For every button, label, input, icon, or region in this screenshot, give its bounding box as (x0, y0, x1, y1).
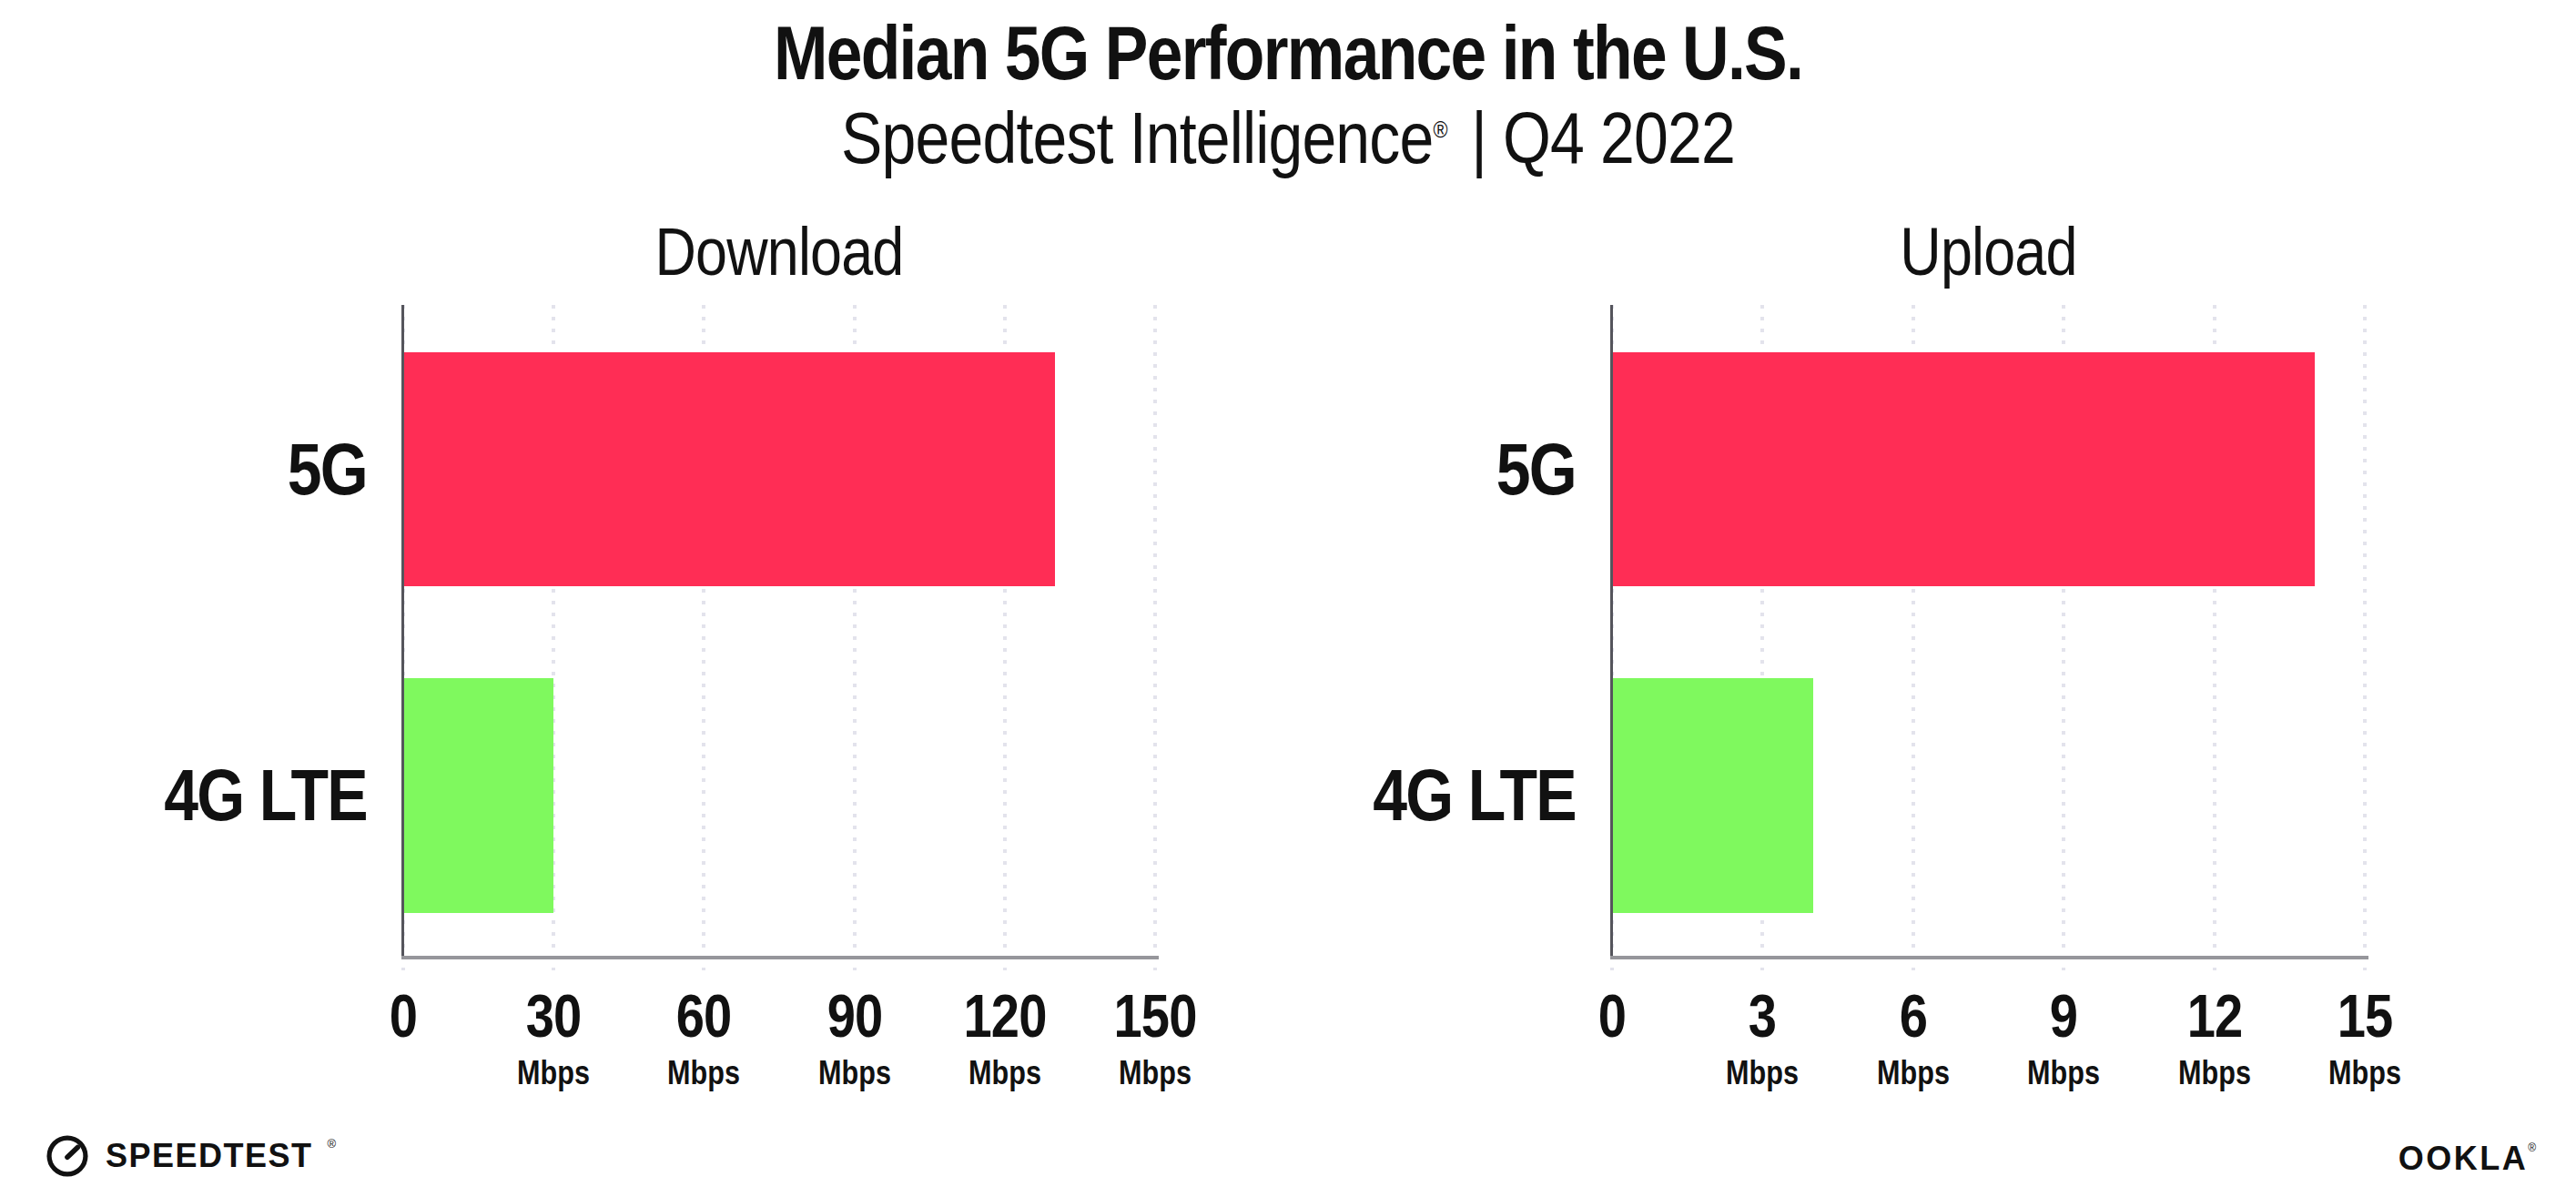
speedtest-registered-mark: ® (328, 1137, 337, 1151)
registered-mark: ® (1433, 117, 1446, 142)
speedtest-gauge-icon (44, 1132, 91, 1180)
x-tick-label: 150 (1055, 981, 1256, 1050)
page-subtitle: Speedtest Intelligence® | Q4 2022 (193, 96, 2383, 180)
y-axis-line (1610, 305, 1613, 956)
bar-5g-download (403, 352, 1055, 586)
y-axis-line (401, 305, 404, 956)
bar-4g-lte-upload (1612, 678, 1813, 913)
gridline (2363, 305, 2367, 970)
category-label: 5G (0, 419, 367, 521)
bar-5g-upload (1612, 352, 2315, 586)
gridline (1153, 305, 1157, 970)
chart-title: Download (266, 213, 1292, 290)
category-label: 4G LTE (1104, 745, 1577, 847)
bar-4g-lte-download (403, 678, 553, 913)
infographic-canvas: Median 5G Performance in the U.S. Speedt… (0, 0, 2576, 1197)
subtitle-period: | Q4 2022 (1471, 97, 1735, 178)
speedtest-logo: SPEEDTEST ® (44, 1132, 336, 1180)
category-label: 5G (1104, 419, 1577, 521)
x-tick-unit-label: Mbps (2265, 1054, 2466, 1092)
chart-title: Upload (1476, 213, 2502, 290)
ookla-wordmark: OOKLA (2399, 1140, 2529, 1177)
category-label: 4G LTE (0, 745, 367, 847)
x-axis-line (401, 956, 1159, 959)
x-tick-label: 15 (2265, 981, 2466, 1050)
speedtest-wordmark: SPEEDTEST (106, 1137, 313, 1175)
subtitle-product: Speedtest Intelligence (841, 97, 1433, 178)
page-title: Median 5G Performance in the U.S. (193, 9, 2383, 97)
x-tick-unit-label: Mbps (1055, 1054, 1256, 1092)
x-axis-line (1610, 956, 2368, 959)
ookla-logo: OOKLA® (2399, 1140, 2536, 1178)
ookla-registered-mark: ® (2528, 1141, 2536, 1154)
